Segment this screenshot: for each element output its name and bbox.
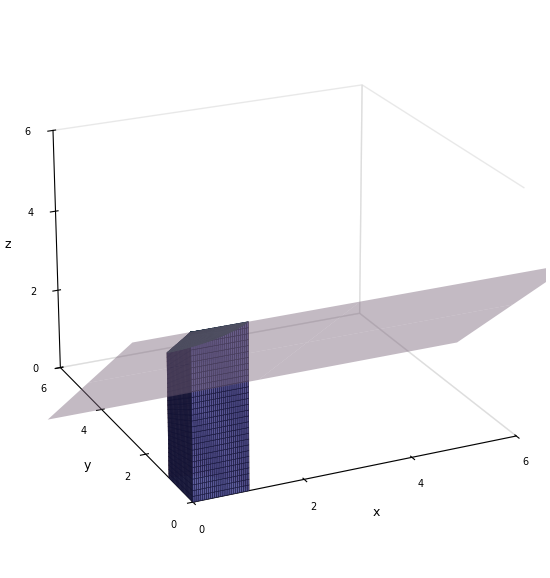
- X-axis label: x: x: [373, 506, 380, 519]
- Y-axis label: y: y: [84, 459, 91, 472]
